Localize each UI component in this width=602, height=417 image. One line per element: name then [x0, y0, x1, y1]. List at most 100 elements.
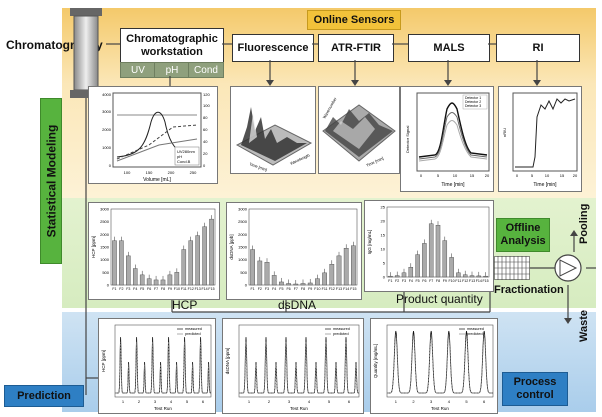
bar-category-label: F11 — [181, 287, 187, 291]
bar-category-label: F15 — [482, 279, 488, 283]
bar-hcp-F5 — [139, 274, 145, 286]
bar-dsdna-F10 — [315, 278, 320, 286]
bar-product_quantity-F1 — [388, 275, 393, 278]
bar-dsdna-F8 — [300, 283, 306, 286]
uv-y2tick: 80 — [203, 115, 208, 120]
uv-legend: pH — [177, 154, 182, 159]
bar-category-label: F8 — [436, 279, 440, 283]
statistical-modeling-box: Statistical Modeling — [40, 98, 62, 264]
ri-xtick: 10 — [545, 173, 550, 178]
process-control-box: Process control — [502, 372, 568, 406]
mals-xtick: 10 — [453, 173, 458, 178]
uv-y2tick: 40 — [203, 139, 208, 144]
bar-category-label: F7 — [154, 287, 158, 291]
bar-category-label: F12 — [188, 287, 194, 291]
uv-y2tick: 0 — [203, 163, 206, 168]
dsdna-bar-chart: F1 F2 F3 F4 F5 F6 F7 F8 F9 F10 F11 F12 F13 F14 F15 0 500… — [226, 202, 362, 300]
bar-category-label: F5 — [415, 279, 419, 283]
uv-y2tick: 20 — [203, 151, 208, 156]
pooling-label: Pooling — [578, 203, 590, 244]
bar-category-label: F7 — [429, 279, 433, 283]
bar-dsdna-F14 — [343, 248, 349, 286]
bar-category-label: F6 — [286, 287, 290, 291]
bar-category-label: F9 — [443, 279, 447, 283]
y-tick-label: 1500 — [100, 245, 110, 250]
x-tick-label: 4 — [308, 399, 311, 404]
bar-product_quantity-F2 — [394, 275, 400, 278]
y-tick-label: 3000 — [100, 207, 110, 212]
y-tick-label: 1000 — [238, 257, 248, 262]
bar-category-label: F13 — [195, 287, 201, 291]
mals-xtick: 5 — [437, 173, 440, 178]
bar-category-label: F11 — [455, 279, 461, 283]
mals-xlabel: Time [min] — [441, 182, 465, 188]
series-line — [387, 335, 493, 394]
bar-category-label: F15 — [350, 287, 356, 291]
ri-xtick: 20 — [573, 173, 578, 178]
x-tick-label: 5 — [328, 399, 331, 404]
legend-entry: predicted — [467, 332, 483, 336]
bar-hcp-F2 — [119, 240, 124, 286]
legend-entry: predicted — [333, 332, 349, 336]
prediction-quantity-chart: 1 2 3 4 5 6 Test Run Quantity [mg/mL] measuredpr… — [370, 318, 498, 414]
mals-legend: Detector 2 — [465, 100, 481, 104]
x-tick-label: 6 — [202, 399, 205, 404]
bar-category-label: F3 — [265, 287, 269, 291]
bar-product_quantity-F5 — [415, 254, 420, 278]
fluor-xlabel: Time [min] — [249, 161, 268, 172]
y-axis-label: IgG [mg/mL] — [367, 230, 372, 255]
y-tick-label: 2500 — [100, 219, 110, 224]
bar-category-label: F1 — [388, 279, 392, 283]
bar-category-label: F2 — [258, 287, 262, 291]
bar-category-label: F8 — [301, 287, 305, 291]
bar-hcp-F3 — [126, 255, 131, 286]
mals-xtick: 20 — [485, 173, 490, 178]
workstation-label: Chromatographic workstation — [126, 33, 218, 58]
uv-ytick: 2000 — [102, 127, 112, 132]
bar-product_quantity-F4 — [408, 266, 414, 278]
series-line — [239, 337, 359, 394]
x-tick-label: 2 — [138, 399, 141, 404]
offline-analysis-box: Offline Analysis — [496, 218, 550, 252]
bar-hcp-F4 — [132, 268, 138, 286]
mals-legend: Detector 1 — [465, 96, 481, 100]
bar-dsdna-F7 — [293, 283, 299, 286]
bar-category-label: F9 — [168, 287, 172, 291]
ri-xlabel: Time [min] — [533, 182, 557, 188]
series-line — [239, 341, 359, 394]
bar-category-label: F10 — [314, 287, 320, 291]
y-axis-label: Quantity [mg/mL] — [373, 344, 378, 378]
y-tick-label: 2000 — [100, 232, 110, 237]
atr-ylabel: Wavenumber — [322, 96, 338, 120]
y-tick-label: 20 — [381, 219, 386, 224]
x-tick-label: 3 — [288, 399, 291, 404]
ri-xtick: 5 — [531, 173, 534, 178]
bar-category-label: F1 — [250, 287, 254, 291]
bar-category-label: F2 — [395, 279, 399, 283]
x-tick-label: 3 — [154, 399, 157, 404]
y-axis-label: dsDNA [ppb] — [229, 234, 234, 259]
bar-product_quantity-F8 — [435, 225, 441, 278]
bar-dsdna-F13 — [336, 255, 342, 286]
bar-hcp-F15 — [209, 218, 214, 286]
y-tick-label: 10 — [381, 247, 386, 252]
bar-hcp-F6 — [146, 278, 152, 286]
y-tick-label: 15 — [381, 233, 386, 238]
ri-chart: 0 5 10 15 20 Time [min] nRIU — [498, 86, 582, 192]
bar-dsdna-F1 — [250, 249, 255, 286]
legend-entry: measured — [467, 327, 484, 331]
waste-label-wrap: Waste — [576, 300, 592, 350]
prediction-dsdna-chart: 1 2 3 4 5 6 Test Run dsDNA [ppm] measuredpredict… — [222, 318, 364, 414]
bar-product_quantity-F12 — [462, 274, 468, 278]
bar-category-label: F3 — [402, 279, 406, 283]
legend-entry: predicted — [185, 332, 201, 336]
bar-category-label: F5 — [140, 287, 144, 291]
ri-xtick: 0 — [516, 173, 519, 178]
bar-dsdna-F4 — [271, 275, 277, 286]
workstation-box: Chromatographic workstation — [120, 28, 224, 64]
x-tick-label: 5 — [465, 399, 468, 404]
y-tick-label: 1000 — [100, 257, 110, 262]
bar-category-label: F9 — [308, 287, 312, 291]
uv-ytick: 0 — [109, 163, 112, 168]
